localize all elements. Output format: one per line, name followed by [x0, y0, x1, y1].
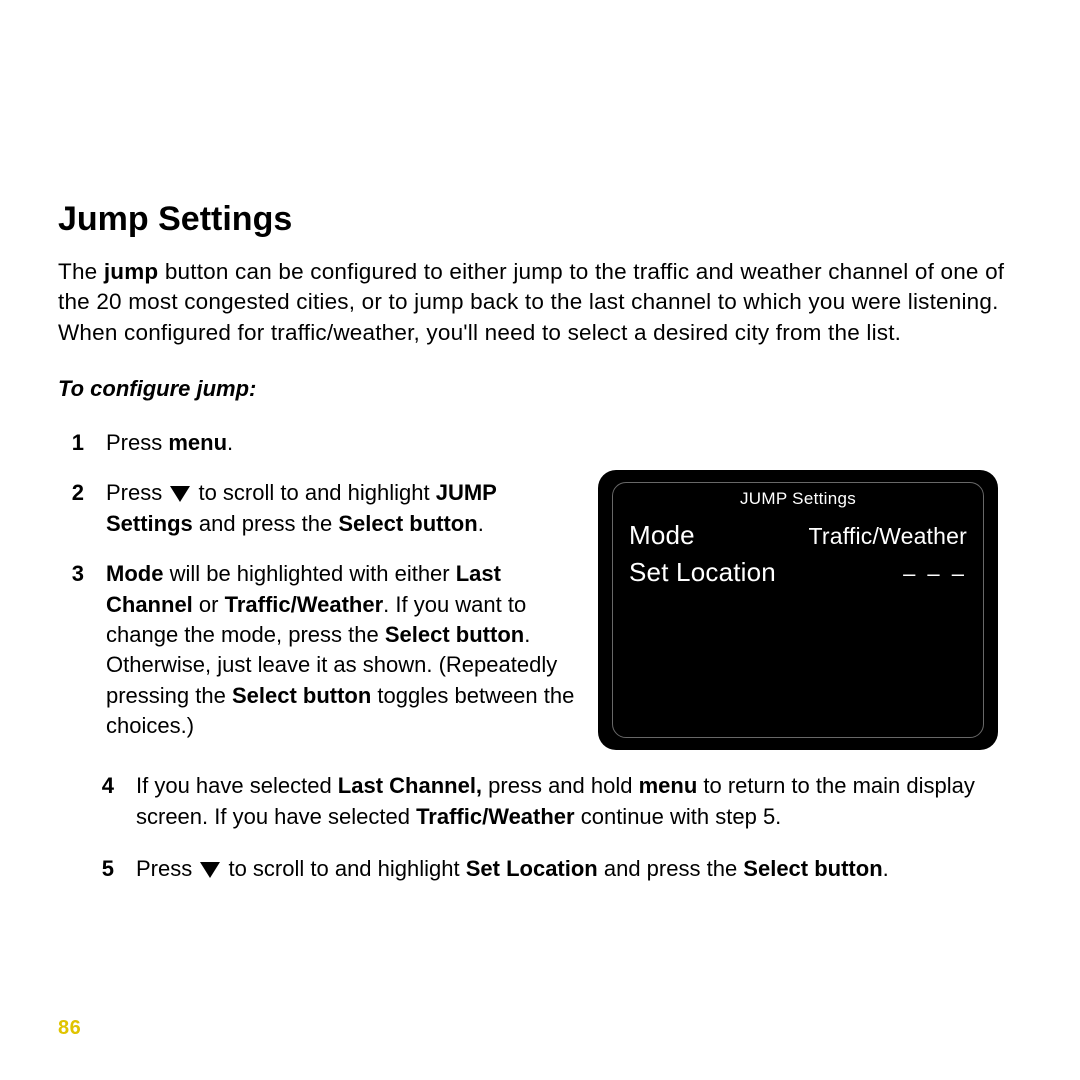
select-button-label: Select button [385, 622, 524, 647]
section-title: Jump Settings [58, 200, 1020, 239]
device-location-label: Set Location [629, 557, 776, 588]
step-number: 2 [58, 478, 88, 539]
step-body: If you have selected Last Channel, press… [136, 771, 996, 832]
step-text: Press [106, 480, 168, 505]
step-2: 2 Press to scroll to and highlight JUMP … [58, 478, 578, 539]
step-number: 1 [58, 428, 88, 458]
step-text: continue with step 5. [575, 804, 782, 829]
step-text: and press the [193, 511, 339, 536]
intro-text: The [58, 259, 104, 284]
step-body: Press menu. [106, 428, 578, 458]
select-button-label: Select button [338, 511, 477, 536]
device-screenshot: JUMP Settings Mode Traffic/Weather Set L… [598, 470, 998, 750]
intro-text-rest: button can be configured to either jump … [58, 259, 1004, 345]
step-text: If you have selected [136, 773, 338, 798]
step-number: 3 [58, 559, 88, 741]
device-row-mode: Mode Traffic/Weather [629, 517, 967, 554]
step-body: Press to scroll to and highlight Set Loc… [136, 854, 996, 884]
device-screen-title: JUMP Settings [629, 489, 967, 509]
device-inner-frame: JUMP Settings Mode Traffic/Weather Set L… [612, 482, 984, 738]
step-1: 1 Press menu. [58, 428, 578, 458]
menu-key: menu [639, 773, 698, 798]
set-location-label: Set Location [466, 856, 598, 881]
device-mode-value: Traffic/Weather [808, 523, 967, 550]
traffic-weather-label: Traffic/Weather [225, 592, 384, 617]
step-text: Press [106, 430, 168, 455]
step-number: 5 [88, 854, 118, 884]
step-text: press and hold [482, 773, 639, 798]
menu-key: menu [168, 430, 227, 455]
device-mode-label: Mode [629, 520, 695, 551]
device-location-value: – – – [903, 561, 967, 587]
step-text: . [227, 430, 233, 455]
step-4: 4 If you have selected Last Channel, pre… [136, 771, 1020, 832]
select-button-label: Select button [232, 683, 371, 708]
page-number: 86 [58, 1017, 81, 1040]
configure-subhead: To configure jump: [58, 376, 1020, 402]
step-text: will be highlighted with either [163, 561, 455, 586]
step-text: Press [136, 856, 198, 881]
last-channel-label: Last Channel, [338, 773, 482, 798]
step-5: 5 Press to scroll to and highlight Set L… [136, 854, 1020, 884]
step-body: Press to scroll to and highlight JUMP Se… [106, 478, 578, 539]
step-text: to scroll to and highlight [222, 856, 465, 881]
step-body: Mode will be highlighted with either Las… [106, 559, 578, 741]
step-text: . [883, 856, 889, 881]
step-number: 4 [88, 771, 118, 832]
select-button-label: Select button [743, 856, 882, 881]
step-text: to scroll to and highlight [192, 480, 435, 505]
intro-bold-jump: jump [104, 259, 159, 284]
step-text: and press the [598, 856, 744, 881]
step-3: 3 Mode will be highlighted with either L… [58, 559, 578, 741]
traffic-weather-label: Traffic/Weather [416, 804, 575, 829]
intro-paragraph: The jump button can be configured to eit… [58, 257, 1020, 348]
step-text: . [478, 511, 484, 536]
step-text: or [193, 592, 225, 617]
down-arrow-icon [170, 486, 190, 502]
device-row-location: Set Location – – – [629, 554, 967, 591]
down-arrow-icon [200, 862, 220, 878]
mode-label: Mode [106, 561, 163, 586]
